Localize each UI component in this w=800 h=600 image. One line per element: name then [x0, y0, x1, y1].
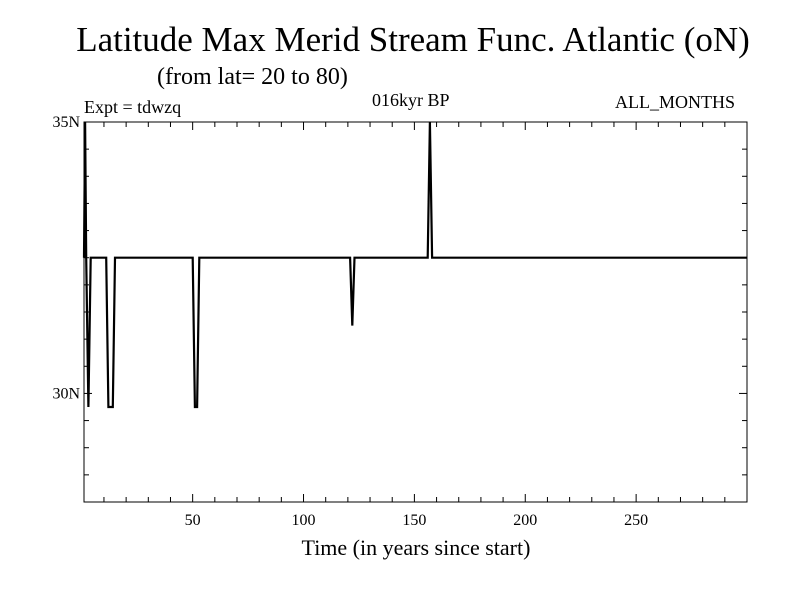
x-tick-label: 50 — [185, 512, 201, 529]
y-tick-label: 30N — [52, 385, 80, 402]
season-label: ALL_MONTHS — [615, 92, 735, 112]
x-tick-label: 250 — [624, 512, 648, 529]
period-label: 016kyr BP — [372, 90, 450, 110]
x-tick-label: 150 — [402, 512, 426, 529]
y-tick-label: 35N — [52, 114, 80, 131]
x-axis-label: Time (in years since start) — [301, 535, 531, 560]
experiment-label: Expt = tdwzq — [84, 97, 182, 117]
x-tick-label: 100 — [292, 512, 316, 529]
series-line — [82, 121, 747, 409]
plot-frame — [83, 121, 748, 503]
x-tick-label: 200 — [513, 512, 537, 529]
chart-subtitle: (from lat= 20 to 80) — [157, 64, 348, 90]
chart-title: Latitude Max Merid Stream Func. Atlantic… — [76, 20, 750, 59]
